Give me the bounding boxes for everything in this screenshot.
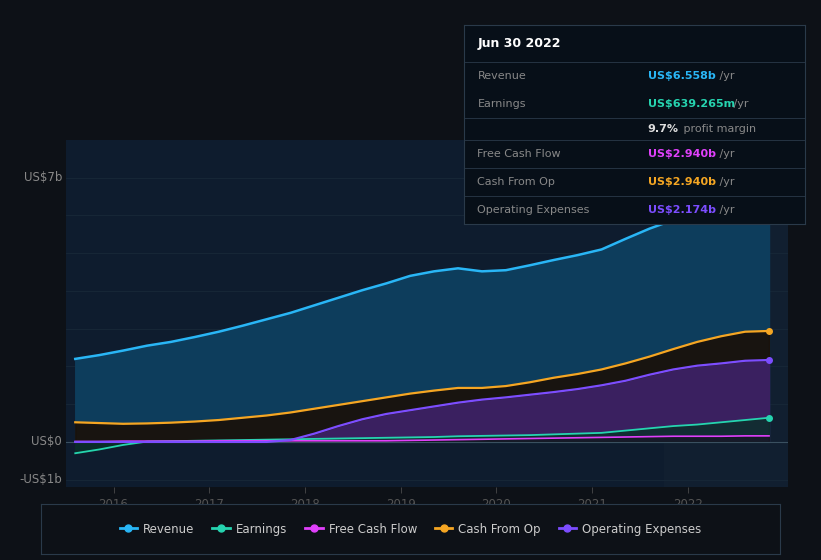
Text: US$7b: US$7b: [24, 171, 62, 184]
Text: /yr: /yr: [716, 177, 734, 187]
Text: Jun 30 2022: Jun 30 2022: [478, 37, 561, 50]
Text: 9.7%: 9.7%: [648, 124, 679, 134]
Text: profit margin: profit margin: [680, 124, 756, 134]
Text: US$2.940b: US$2.940b: [648, 149, 716, 159]
Text: /yr: /yr: [730, 99, 749, 109]
Text: /yr: /yr: [716, 205, 734, 215]
Legend: Revenue, Earnings, Free Cash Flow, Cash From Op, Operating Expenses: Revenue, Earnings, Free Cash Flow, Cash …: [115, 518, 706, 540]
Text: Earnings: Earnings: [478, 99, 526, 109]
Text: US$0: US$0: [31, 436, 62, 449]
Text: /yr: /yr: [716, 71, 734, 81]
Text: Revenue: Revenue: [478, 71, 526, 81]
Text: /yr: /yr: [716, 149, 734, 159]
Text: US$2.174b: US$2.174b: [648, 205, 716, 215]
Text: Cash From Op: Cash From Op: [478, 177, 555, 187]
Text: US$639.265m: US$639.265m: [648, 99, 735, 109]
Text: US$2.940b: US$2.940b: [648, 177, 716, 187]
Text: Free Cash Flow: Free Cash Flow: [478, 149, 561, 159]
Text: US$6.558b: US$6.558b: [648, 71, 716, 81]
Text: Operating Expenses: Operating Expenses: [478, 205, 589, 215]
Text: -US$1b: -US$1b: [20, 473, 62, 486]
Bar: [663, 140, 788, 487]
